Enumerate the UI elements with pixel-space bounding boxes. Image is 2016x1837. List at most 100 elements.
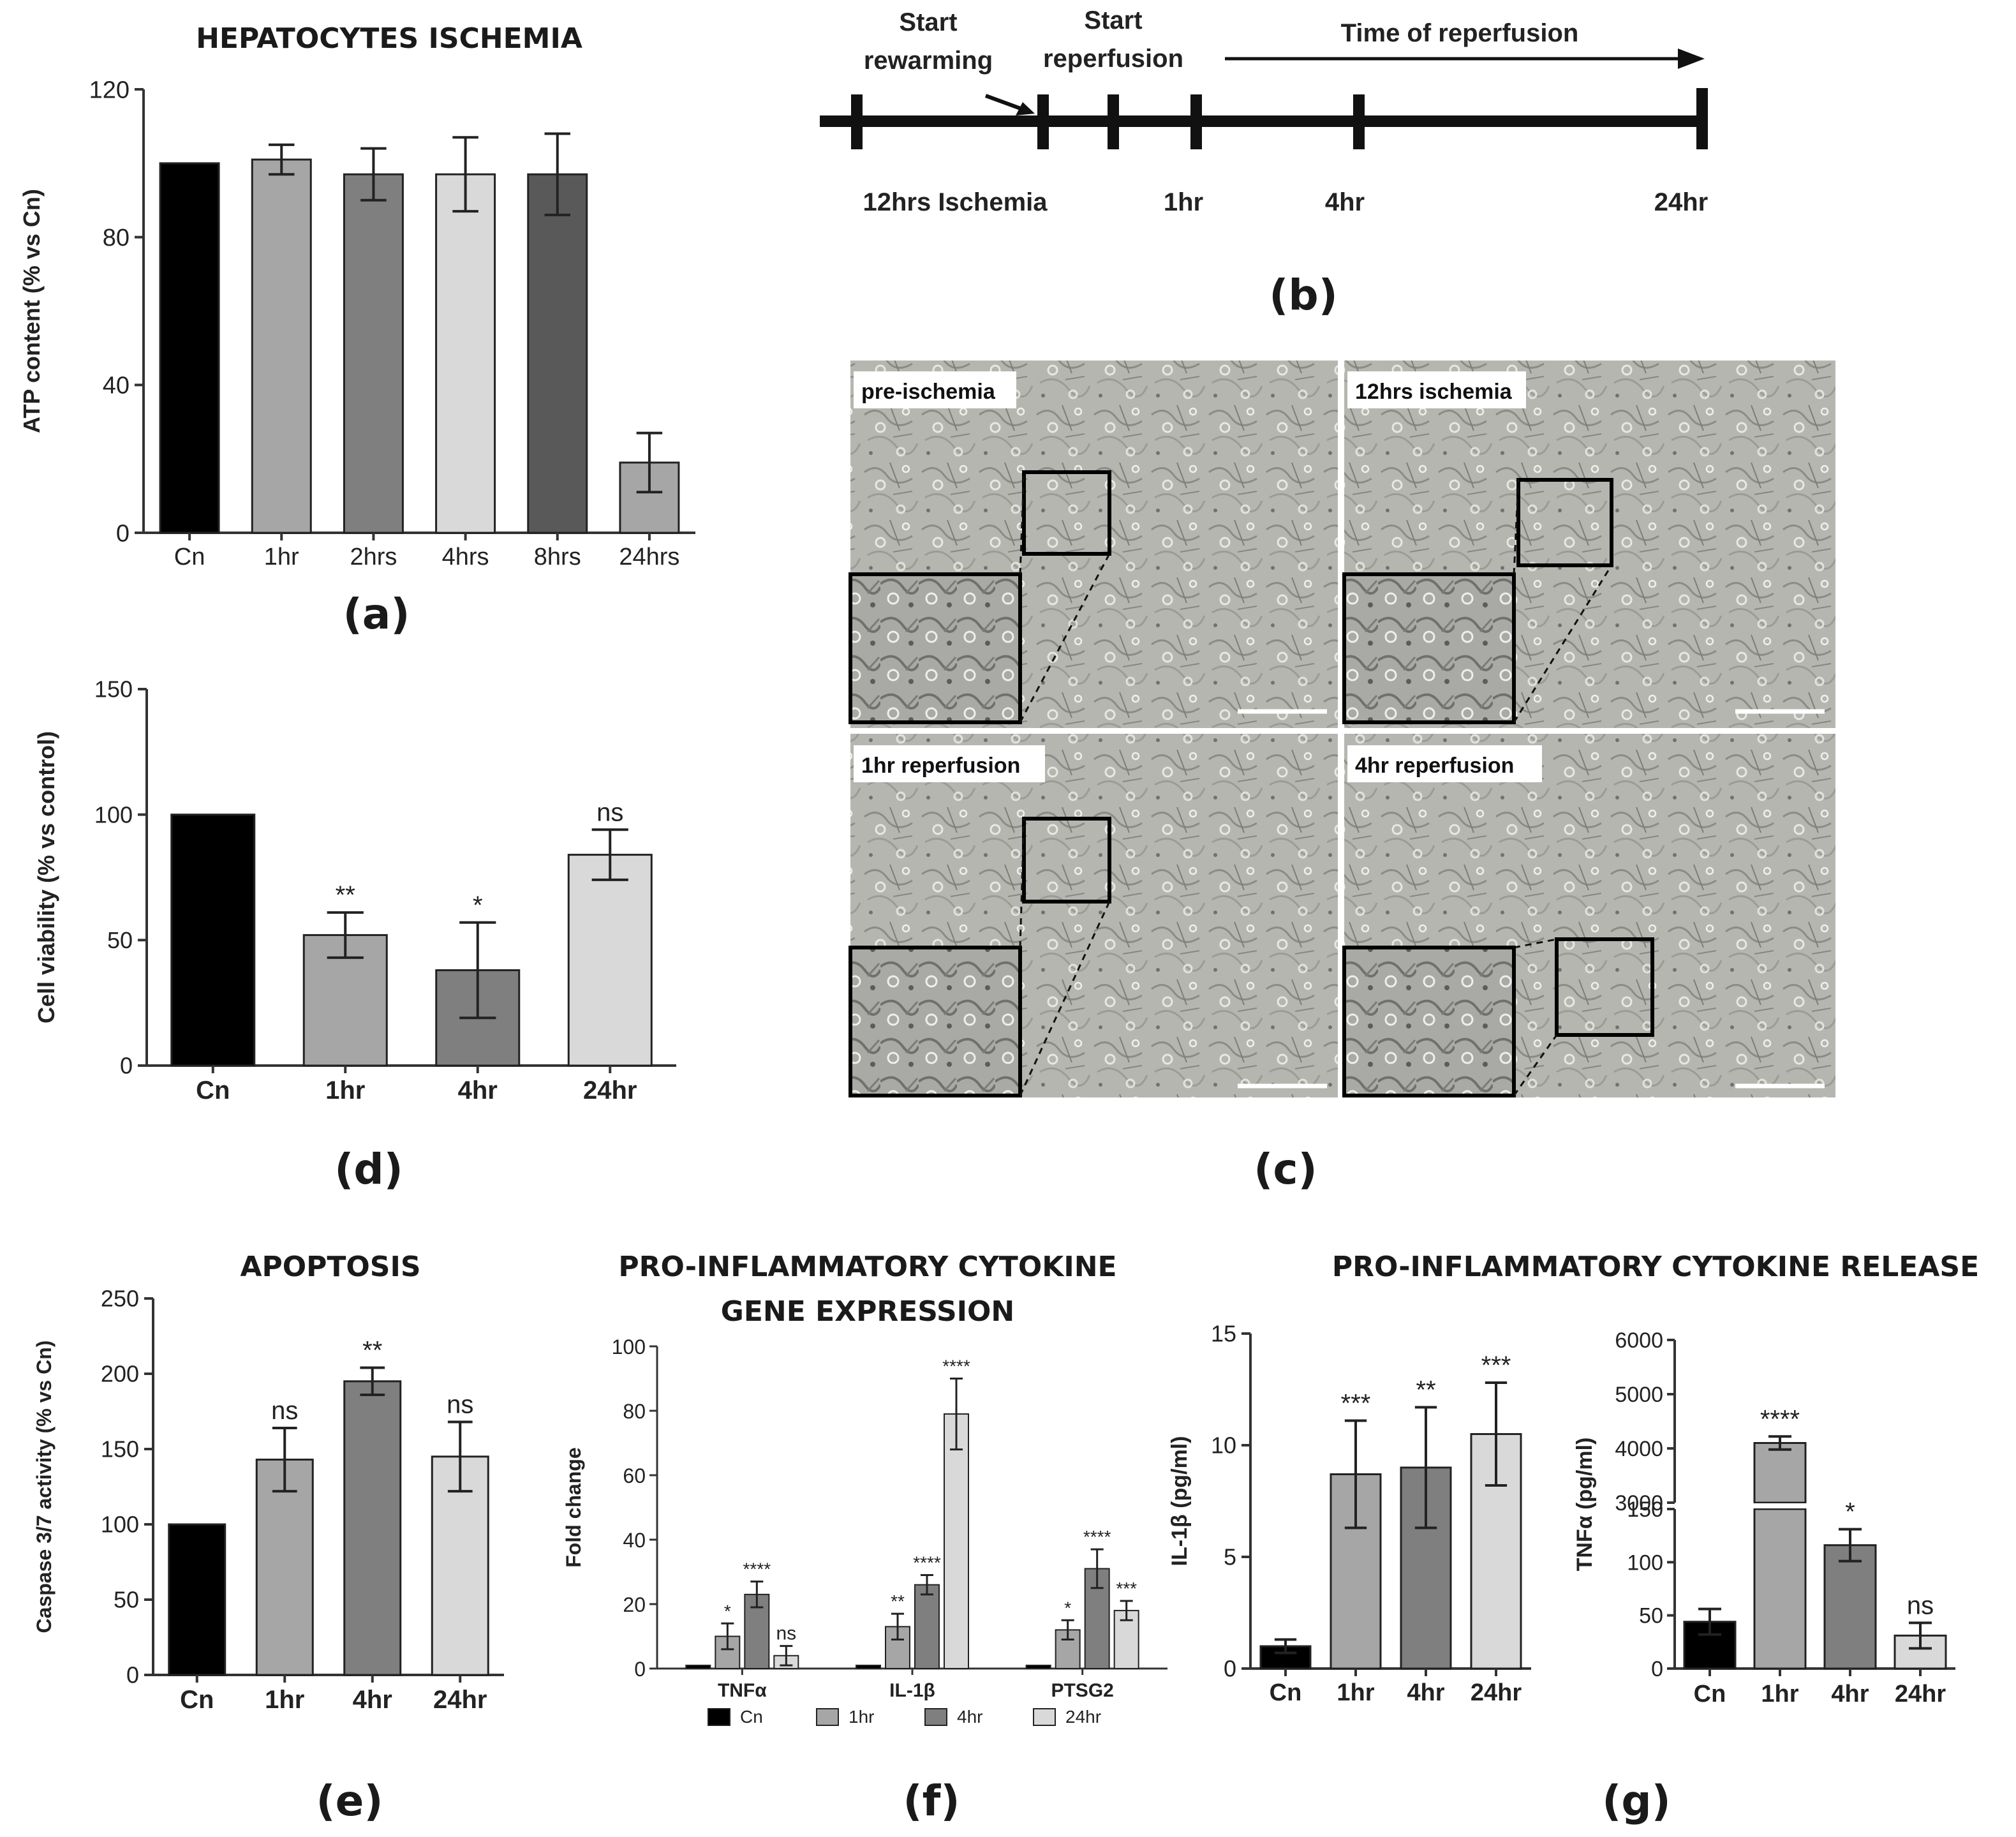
bar-1hr-lower [1753, 1508, 1807, 1670]
panel-f: PRO-INFLAMMATORY CYTOKINE GENE EXPRESSIO… [562, 1251, 1167, 1826]
y-tick-label: 40 [103, 373, 130, 399]
bar-PTSG2-Cn [1025, 1664, 1051, 1669]
x-tick-label: 1hr [264, 544, 299, 570]
y-tick-label: 5000 [1615, 1383, 1663, 1407]
panel-d: 0 50 100 150 Cn 1hr ** 4hr * 24hr ns Cell viability… [33, 676, 676, 1194]
label-4hr: 4hr [1325, 188, 1365, 216]
y-axis-label: Cell viability (% vs control) [33, 731, 59, 1023]
bar-24hr [431, 1455, 489, 1676]
chart-g2-plot: 3000 4000 5000 6000 0 50 100 150 Cn 1hr **** 4hr * 24… [1573, 1328, 1955, 1707]
chart-a-plot: 0 40 80 120 Cn 1hr 2hrs 4hrs 8hrs 24hrs ATP conten… [19, 77, 695, 570]
bar-1hr-upper [1753, 1442, 1807, 1504]
y-tick-label: 100 [101, 1512, 139, 1538]
significance-label: **** [913, 1553, 941, 1573]
y-tick-label: 10 [1211, 1432, 1236, 1459]
y-tick-label: 50 [1639, 1604, 1663, 1628]
panel-label-c: (c) [1254, 1145, 1317, 1194]
chart-g1-plot: 0 5 10 15 Cn 1hr *** 4hr ** 24hr *** IL-1β (pg/ml) [1167, 1321, 1531, 1706]
panel-b-timeline: Start rewarming Start reperfusion Time o… [820, 6, 1708, 320]
x-tick-label: 4hr [1831, 1681, 1869, 1707]
significance-label: ** [362, 1337, 382, 1365]
bar-Cn [170, 814, 256, 1067]
y-tick-label: 15 [1211, 1321, 1236, 1347]
x-tick-label: IL-1β [889, 1680, 935, 1701]
legend-label-Cn: Cn [740, 1707, 763, 1727]
micrograph-4hr-reperfusion: 4hr reperfusion [1342, 734, 1835, 1097]
legend-label-1hr: 1hr [849, 1707, 874, 1727]
x-tick-label: 24hr [583, 1076, 637, 1104]
y-tick-label: 150 [1627, 1498, 1663, 1522]
significance-label: **** [942, 1357, 970, 1376]
x-tick-label: Cn [1694, 1681, 1726, 1707]
significance-label: **** [1083, 1527, 1111, 1547]
chart-e-plot: 0 50 100 150 200 250 Cn 1hr ns 4hr ** 24hr ns Caspase… [33, 1286, 504, 1714]
x-tick-label: 24hrs [619, 544, 679, 570]
micrograph-pre-ischemia: pre-ischemia [849, 361, 1338, 728]
significance-label: ** [1416, 1376, 1435, 1404]
significance-label: ns [1907, 1591, 1934, 1619]
bar-Cn [159, 162, 220, 534]
legend-swatch-Cn [708, 1708, 730, 1726]
panel-label-d: (d) [334, 1145, 403, 1194]
bar-4hrs [435, 173, 496, 534]
axis-break-gap [1752, 1503, 1808, 1508]
significance-label: * [1064, 1598, 1071, 1618]
significance-label: ns [271, 1397, 298, 1425]
y-tick-label: 6000 [1615, 1328, 1663, 1353]
chart-f-title-line2: GENE EXPRESSION [721, 1295, 1015, 1328]
y-tick-label: 0 [126, 1662, 139, 1688]
y-tick-label: 100 [612, 1335, 646, 1358]
bar-TNFα-Cn [685, 1664, 711, 1669]
panel-label-b: (b) [1269, 271, 1338, 320]
x-tick-label: 1hr [325, 1076, 365, 1104]
bar-IL-1β-Cn [856, 1664, 881, 1669]
bar-TNFα-1hr [715, 1635, 741, 1669]
y-tick-label: 80 [623, 1400, 646, 1423]
label-start-reperfusion-2: reperfusion [1043, 45, 1183, 73]
significance-label: ** [336, 881, 355, 909]
significance-label: ns [447, 1391, 473, 1419]
x-tick-label: 24hr [1471, 1679, 1522, 1706]
y-axis-label: TNFα (pg/ml) [1573, 1438, 1597, 1572]
x-tick-label: PTSG2 [1051, 1680, 1113, 1701]
y-tick-label: 60 [623, 1464, 646, 1487]
x-tick-label: 8hrs [534, 544, 581, 570]
legend-label-4hr: 4hr [957, 1707, 982, 1727]
y-tick-label: 5 [1224, 1544, 1236, 1570]
y-tick-label: 0 [1651, 1657, 1663, 1681]
panel-e: APOPTOSIS 0 50 100 150 200 250 Cn 1hr ns 4hr ** 24h… [33, 1251, 504, 1826]
bar-8hrs [527, 173, 588, 534]
reperfusion-time-arrow-head [1678, 48, 1705, 69]
x-tick-label: Cn [1270, 1679, 1302, 1706]
micro-label-1hr-reperfusion: 1hr reperfusion [861, 754, 1020, 778]
x-tick-label: Cn [180, 1686, 214, 1714]
panel-c-micrographs: pre-ischemia 12hrs ischemia 1hr reperfus… [849, 361, 1835, 1194]
y-tick-label: 3000 [1615, 1491, 1663, 1515]
y-tick-label: 250 [101, 1286, 139, 1312]
y-axis-label: IL-1β (pg/ml) [1167, 1436, 1192, 1566]
y-axis-label: Fold change [562, 1447, 585, 1567]
x-tick-label: 1hr [265, 1686, 304, 1714]
label-start-rewarming-1: Start [899, 8, 957, 36]
label-start-rewarming-2: rewarming [864, 47, 993, 75]
x-tick-label: 4hrs [442, 544, 489, 570]
bar-PTSG2-4hr [1084, 1568, 1110, 1669]
panel-label-f: (f) [903, 1776, 960, 1826]
x-tick-label: Cn [174, 544, 205, 570]
significance-label: ns [776, 1623, 796, 1644]
significance-label: *** [1116, 1579, 1137, 1598]
bar-4hr [343, 1380, 402, 1676]
y-tick-label: 4000 [1615, 1437, 1663, 1461]
chart-d-plot: 0 50 100 150 Cn 1hr ** 4hr * 24hr ns Cell viability… [33, 676, 676, 1104]
significance-label: **** [743, 1559, 771, 1579]
legend-swatch-24hr [1033, 1708, 1056, 1726]
x-tick-label: TNFα [718, 1680, 767, 1701]
x-tick-label: 1hr [1337, 1679, 1374, 1706]
rewarming-arrow-line [984, 94, 1025, 112]
panel-label-g: (g) [1602, 1776, 1671, 1826]
x-tick-label: 4hr [353, 1686, 392, 1714]
chart-e-title: APOPTOSIS [240, 1251, 420, 1283]
y-tick-label: 0 [116, 520, 130, 547]
x-tick-label: 24hr [1895, 1681, 1946, 1707]
